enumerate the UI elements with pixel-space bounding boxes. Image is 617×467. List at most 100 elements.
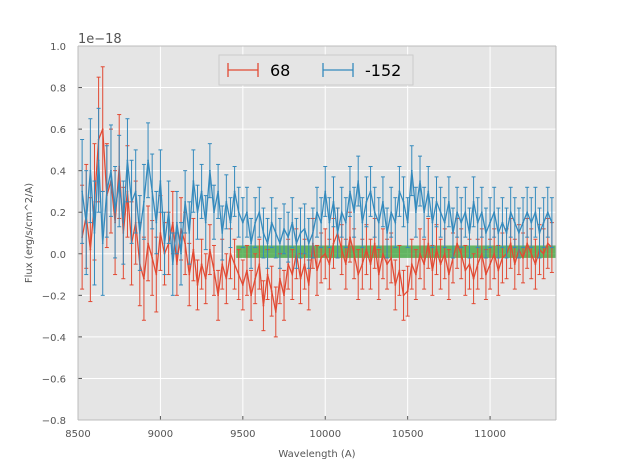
data-point (485, 273, 487, 276)
legend-entry-0: 68 (227, 61, 290, 80)
data-point (452, 232, 454, 234)
data-point (320, 221, 323, 224)
data-point (522, 221, 524, 224)
data-point (447, 273, 450, 276)
data-point (369, 190, 372, 193)
legend: 68 -152 (218, 54, 414, 86)
data-point (534, 263, 537, 266)
data-point (526, 211, 529, 214)
data-point (526, 242, 529, 245)
data-point (480, 211, 483, 214)
data-point (382, 252, 384, 255)
data-point (180, 252, 182, 255)
data-point (237, 273, 240, 276)
data-point (307, 284, 310, 286)
data-point (398, 190, 401, 193)
data-point (349, 190, 351, 193)
data-point (468, 232, 471, 234)
data-point (357, 180, 360, 182)
data-point (509, 242, 512, 245)
data-point (188, 232, 191, 234)
data-point (316, 269, 318, 272)
data-point (81, 190, 84, 193)
data-point (291, 221, 294, 224)
data-point (143, 277, 145, 280)
data-point (489, 263, 491, 266)
data-point (509, 211, 512, 214)
data-point (114, 211, 116, 214)
data-point (485, 232, 487, 234)
data-point (340, 248, 343, 251)
data-point (241, 284, 244, 286)
data-point (336, 232, 339, 234)
data-point (361, 221, 364, 224)
data-point (225, 200, 228, 203)
data-point (373, 211, 376, 214)
data-point (200, 263, 203, 266)
legend-label: 68 (270, 61, 290, 80)
data-point (513, 221, 516, 224)
data-point (175, 221, 178, 224)
data-point (320, 257, 323, 259)
data-point (410, 169, 413, 172)
data-point (414, 211, 417, 214)
y-tick-label: 0.2 (50, 208, 66, 219)
x-axis-label: Wavelength (A) (278, 449, 355, 460)
y-tick-label: −0.6 (42, 374, 66, 385)
data-point (274, 311, 277, 313)
data-point (143, 200, 145, 203)
data-point (283, 294, 285, 297)
data-point (97, 159, 100, 162)
data-point (287, 236, 290, 239)
data-point (196, 284, 199, 286)
data-point (229, 252, 232, 255)
data-point (188, 273, 191, 276)
data-point (472, 277, 475, 280)
data-point (246, 269, 248, 272)
data-point (303, 227, 306, 230)
data-point (328, 263, 331, 266)
x-tick-label: 9000 (148, 429, 173, 440)
data-point (307, 242, 310, 245)
data-point (229, 221, 232, 224)
data-point (344, 221, 347, 224)
data-point (423, 211, 426, 214)
data-point (406, 290, 409, 293)
y-tick-label: −0.4 (42, 333, 66, 344)
data-point (311, 232, 314, 234)
data-point (439, 263, 442, 266)
data-point (390, 211, 393, 214)
data-point (340, 211, 343, 214)
data-point (217, 294, 220, 297)
data-point (402, 200, 405, 203)
data-point (431, 221, 434, 224)
data-point (204, 277, 207, 280)
data-point (406, 221, 409, 224)
y-tick-label: 0.6 (50, 125, 66, 136)
data-point (534, 211, 537, 214)
data-point (435, 200, 438, 203)
data-point (419, 180, 421, 182)
data-point (542, 221, 545, 224)
y-tick-label: 0.4 (50, 167, 66, 178)
data-point (497, 269, 500, 272)
data-point (546, 242, 549, 245)
data-point (447, 200, 450, 203)
data-point (184, 242, 187, 245)
data-point (513, 263, 516, 266)
data-point (423, 263, 426, 266)
data-point (377, 273, 380, 276)
data-point (493, 211, 496, 214)
data-point (221, 263, 224, 266)
data-point (316, 211, 318, 214)
data-point (476, 221, 479, 224)
data-point (493, 252, 496, 255)
data-point (530, 221, 533, 224)
data-point (460, 252, 463, 255)
data-point (274, 232, 277, 234)
data-point (241, 221, 244, 224)
data-point (369, 263, 372, 266)
data-point (464, 211, 467, 214)
data-point (130, 200, 133, 203)
data-point (175, 263, 178, 266)
